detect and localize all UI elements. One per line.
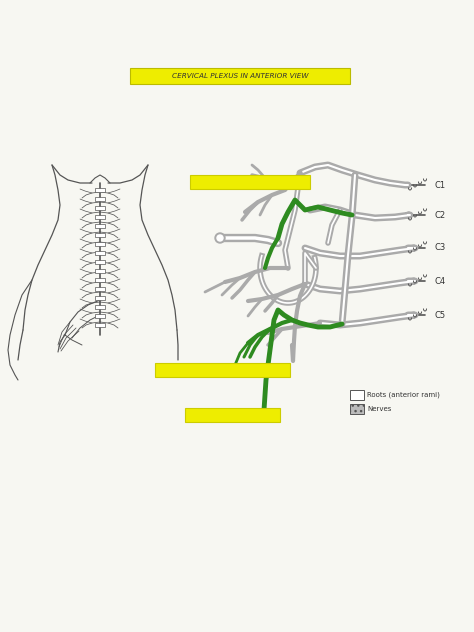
Bar [95,233,105,237]
Bar [95,296,105,300]
Bar [95,215,105,219]
Bar [95,197,105,201]
Bar [185,408,280,422]
Text: Roots (anterior rami): Roots (anterior rami) [367,392,440,398]
Text: C3: C3 [435,243,446,253]
Text: CERVICAL PLEXUS IN ANTERIOR VIEW: CERVICAL PLEXUS IN ANTERIOR VIEW [172,73,308,79]
Bar [350,390,364,400]
Bar [190,175,310,189]
Text: C1: C1 [435,181,446,190]
Bar [130,68,350,84]
Text: C2: C2 [435,210,446,219]
Bar [95,206,105,210]
Text: C5: C5 [435,310,446,320]
Bar [350,404,364,414]
Bar [95,260,105,264]
Bar [95,305,105,309]
Circle shape [217,235,223,241]
Circle shape [215,233,225,243]
Bar [95,242,105,246]
Bar [95,323,105,327]
Bar [95,287,105,291]
Bar [95,224,105,228]
Bar [95,188,105,192]
Bar [95,251,105,255]
Text: C4: C4 [435,277,446,286]
Bar [95,278,105,282]
Bar [155,363,290,377]
Text: Nerves: Nerves [367,406,392,412]
Bar [95,314,105,318]
Bar [95,269,105,273]
